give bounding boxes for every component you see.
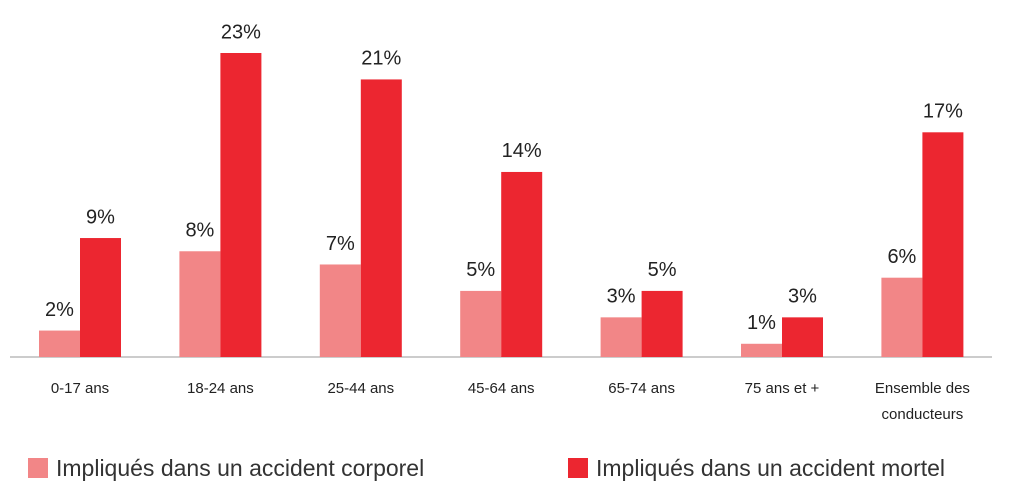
- bar: [782, 317, 823, 357]
- bar: [319, 264, 361, 357]
- x-tick-label: 25-44 ans: [327, 380, 395, 397]
- data-label: 14%: [502, 140, 542, 162]
- bar: [460, 290, 502, 357]
- bar: [179, 251, 221, 357]
- bar: [641, 290, 683, 357]
- x-tick-label: 75 ans et +: [744, 380, 820, 397]
- data-label: 21%: [361, 48, 401, 70]
- bar: [922, 132, 964, 357]
- bar: [80, 238, 121, 357]
- data-label: 9%: [86, 206, 115, 228]
- data-label: 17%: [923, 101, 963, 123]
- legend-swatch: [568, 458, 588, 478]
- x-tick-label: 18-24 ans: [187, 380, 254, 397]
- data-label: 3%: [788, 286, 817, 308]
- data-label: 2%: [45, 299, 74, 321]
- bar: [39, 330, 80, 357]
- bar: [600, 317, 642, 357]
- x-tick-label: 0-17 ans: [50, 380, 110, 397]
- bar: [220, 53, 262, 357]
- bar: [741, 343, 782, 357]
- legend-swatch: [28, 458, 48, 478]
- x-tick-label: Ensemble des conducteurs: [874, 380, 970, 423]
- data-label: 8%: [185, 220, 214, 242]
- data-label: 7%: [326, 233, 355, 255]
- data-label: 5%: [466, 259, 495, 281]
- bar: [881, 277, 923, 357]
- data-label: 1%: [747, 312, 776, 334]
- legend-label: Impliqués dans un accident mortel: [596, 455, 946, 481]
- x-tick-label: 45-64 ans: [467, 380, 535, 397]
- data-label: 5%: [648, 259, 677, 281]
- bar: [360, 79, 402, 357]
- bar: [501, 171, 543, 357]
- data-label: 23%: [221, 21, 261, 43]
- data-label: 3%: [607, 286, 636, 308]
- legend-item: Impliqués dans un accident corporel: [28, 455, 424, 482]
- legend-label: Impliqués dans un accident corporel: [56, 455, 425, 481]
- data-label: 6%: [887, 246, 916, 268]
- legend-item: Impliqués dans un accident mortel: [568, 455, 945, 482]
- x-tick-label: 65-74 ans: [608, 380, 675, 397]
